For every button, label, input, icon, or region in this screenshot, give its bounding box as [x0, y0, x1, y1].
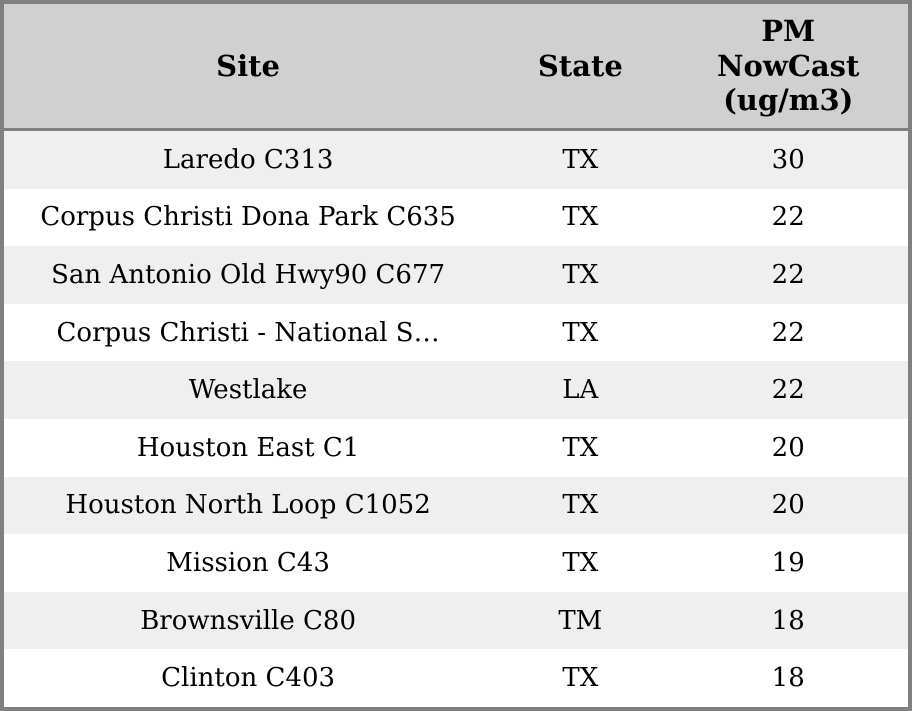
state-cell: TX [562, 432, 599, 463]
pm-cell: 22 [771, 317, 805, 348]
state-cell: LA [562, 375, 599, 406]
table-row: Brownsville C80 TM 18 [4, 591, 908, 650]
table-row: Corpus Christi - National S… TX 22 [4, 303, 908, 362]
pm-cell: 22 [771, 260, 805, 290]
header-row: Site State PM NowCast (ug/m3) [4, 4, 908, 131]
site-cell: Laredo C313 [162, 144, 334, 175]
table-row: Laredo C313 TX 30 [4, 129, 908, 189]
state-cell: TX [562, 144, 599, 175]
state-cell: TX [562, 547, 599, 578]
column-header-pm-nowcast[interactable]: PM NowCast (ug/m3) [668, 4, 908, 131]
pm-nowcast-data-table: Site State PM NowCast (ug/m3) Laredo C31… [4, 4, 908, 707]
table-row: Clinton C403 TX 18 [4, 649, 908, 707]
state-cell: TX [562, 490, 599, 521]
table-row: Mission C43 TX 19 [4, 534, 908, 592]
state-cell: TX [562, 317, 599, 348]
table-header: Site State PM NowCast (ug/m3) [4, 4, 908, 131]
pm-cell: 20 [771, 490, 805, 521]
table-body: Laredo C313 TX 30 Corpus Christi Dona Pa… [4, 129, 908, 707]
table-row: Houston North Loop C1052 TX 20 [4, 476, 908, 535]
pm-cell: 22 [771, 202, 805, 233]
pm-cell: 20 [771, 432, 805, 463]
site-cell: Brownsville C80 [140, 605, 356, 636]
pm-cell: 30 [771, 144, 805, 175]
state-cell: TX [562, 663, 599, 694]
state-cell: TM [558, 605, 603, 636]
site-cell: Westlake [188, 375, 308, 406]
pm-cell: 22 [771, 375, 805, 406]
state-cell: TX [562, 202, 599, 233]
site-cell: Houston East C1 [136, 432, 360, 463]
table-row: San Antonio Old Hwy90 C677 TX 22 [4, 246, 908, 304]
column-header-state[interactable]: State [492, 4, 669, 131]
table-row: Westlake LA 22 [4, 361, 908, 419]
site-cell: Corpus Christi - National S… [56, 317, 440, 348]
table-row: Houston East C1 TX 20 [4, 418, 908, 477]
pm-cell: 19 [771, 547, 805, 578]
column-header-site[interactable]: Site [4, 4, 493, 131]
site-cell: Houston North Loop C1052 [65, 490, 431, 521]
site-cell: Clinton C403 [161, 663, 336, 694]
state-cell: TX [562, 260, 599, 290]
site-cell: Mission C43 [166, 547, 330, 578]
table-row: Corpus Christi Dona Park C635 TX 22 [4, 188, 908, 247]
site-cell: San Antonio Old Hwy90 C677 [51, 260, 446, 290]
pm-cell: 18 [771, 663, 805, 694]
pm-cell: 18 [771, 605, 805, 636]
site-cell: Corpus Christi Dona Park C635 [40, 202, 456, 233]
